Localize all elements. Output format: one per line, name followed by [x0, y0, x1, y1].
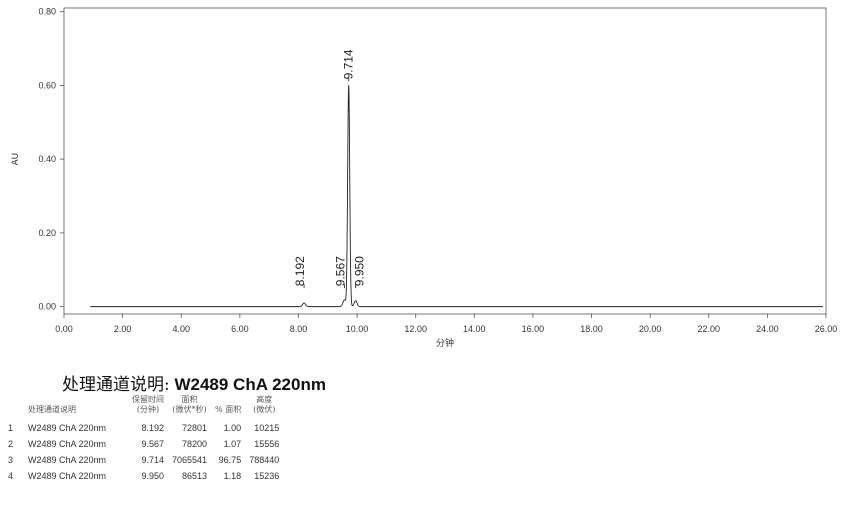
report-title-prefix: 处理通道说明: [62, 375, 170, 395]
plot-frame [63, 7, 827, 315]
header-index [4, 395, 24, 420]
header-height: 高度 (微伏) [253, 395, 276, 414]
y-axis-title: AU [11, 153, 21, 166]
row-channel: W2489 ChA 220nm [28, 455, 107, 465]
x-tick-label: 6.00 [231, 324, 249, 334]
table-row: 3 W2489 ChA 220nm 9.714 7065541 96.75 78… [4, 452, 283, 468]
row-index: 2 [8, 439, 14, 449]
row-index: 4 [8, 471, 14, 481]
row-percent-area: 96.75 [218, 455, 242, 465]
x-tick-label: 0.00 [55, 324, 73, 334]
x-axis: 0.00 2.00 4.00 6.00 8.00 10.00 12.00 14.00 16.00… [55, 314, 837, 334]
row-area: 78200 [182, 439, 208, 449]
header-percent-area: % 面积 [215, 405, 242, 414]
y-tick-label: 0.20 [38, 228, 56, 238]
header-channel: 处理通道说明 [28, 405, 76, 414]
row-area: 7065541 [172, 455, 208, 465]
row-percent-area: 1.07 [223, 439, 242, 449]
peak-label: 9.950 [353, 256, 367, 286]
chromatogram-trace [90, 85, 823, 308]
row-index: 1 [8, 423, 14, 433]
x-tick-label: 10.00 [346, 324, 369, 334]
x-tick-label: 26.00 [815, 324, 838, 334]
x-tick-label: 12.00 [404, 324, 427, 334]
row-height: 10215 [254, 423, 280, 433]
peak-label: 9.714 [342, 49, 356, 79]
x-tick-label: 8.00 [290, 324, 308, 334]
x-tick-label: 20.00 [639, 324, 662, 334]
peak-label: 9.567 [333, 256, 347, 286]
x-tick-label: 14.00 [463, 324, 486, 334]
row-channel: W2489 ChA 220nm [28, 471, 107, 481]
table-row: 4 W2489 ChA 220nm 9.950 86513 1.18 15236 [4, 468, 283, 484]
row-index: 3 [8, 455, 14, 465]
row-area: 72801 [182, 423, 208, 433]
report-title: 处理通道说明: W2489 ChA 220nm [62, 370, 326, 395]
peak-label: 8.192 [293, 256, 307, 286]
x-tick-label: 4.00 [172, 324, 190, 334]
row-channel: W2489 ChA 220nm [28, 439, 107, 449]
table-row: 1 W2489 ChA 220nm 8.192 72801 1.00 10215 [4, 420, 283, 436]
y-tick-label: 0.40 [38, 154, 56, 164]
header-area: 面积 (微伏*秒) [172, 395, 207, 414]
y-tick-label: 0.00 [38, 302, 56, 312]
row-height: 788440 [249, 455, 280, 465]
row-area: 86513 [182, 471, 208, 481]
peak-table-header: 处理通道说明 保留时间 (分钟) 面积 (微伏*秒) % 面积 高度 (微伏) [4, 395, 283, 420]
row-retention-time: 9.950 [141, 471, 164, 481]
x-tick-label: 2.00 [114, 324, 132, 334]
signal-line [90, 85, 823, 308]
x-tick-label: 16.00 [522, 324, 545, 334]
table-row: 2 W2489 ChA 220nm 9.567 78200 1.07 15556 [4, 436, 283, 452]
row-retention-time: 9.567 [141, 439, 164, 449]
row-percent-area: 1.00 [223, 423, 242, 433]
y-tick-label: 0.60 [38, 80, 56, 90]
row-channel: W2489 ChA 220nm [28, 423, 107, 433]
row-height: 15556 [254, 439, 280, 449]
y-tick-label: 0.80 [38, 7, 56, 17]
peak-labels: 8.192 9.567 9.714 9.950 [293, 49, 367, 289]
x-axis-title: 分钟 [436, 337, 454, 349]
plot-area-border [63, 7, 827, 315]
x-tick-label: 18.00 [580, 324, 603, 334]
y-axis: 0.00 0.20 0.40 0.60 0.80 [38, 7, 64, 312]
x-tick-label: 24.00 [756, 324, 779, 334]
x-tick-label: 22.00 [698, 324, 721, 334]
report-title-channel: W2489 ChA 220nm [174, 375, 326, 394]
chromatogram-chart: 0.00 0.20 0.40 0.60 0.80 0.00 2.00 4.00 6.00 8.0… [11, 7, 837, 349]
row-retention-time: 8.192 [141, 423, 164, 433]
peak-table: 处理通道说明 保留时间 (分钟) 面积 (微伏*秒) % 面积 高度 (微伏) … [4, 395, 283, 484]
row-height: 15236 [254, 471, 280, 481]
row-percent-area: 1.18 [223, 471, 242, 481]
row-retention-time: 9.714 [141, 455, 164, 465]
header-retention-time: 保留时间 (分钟) [132, 395, 164, 414]
